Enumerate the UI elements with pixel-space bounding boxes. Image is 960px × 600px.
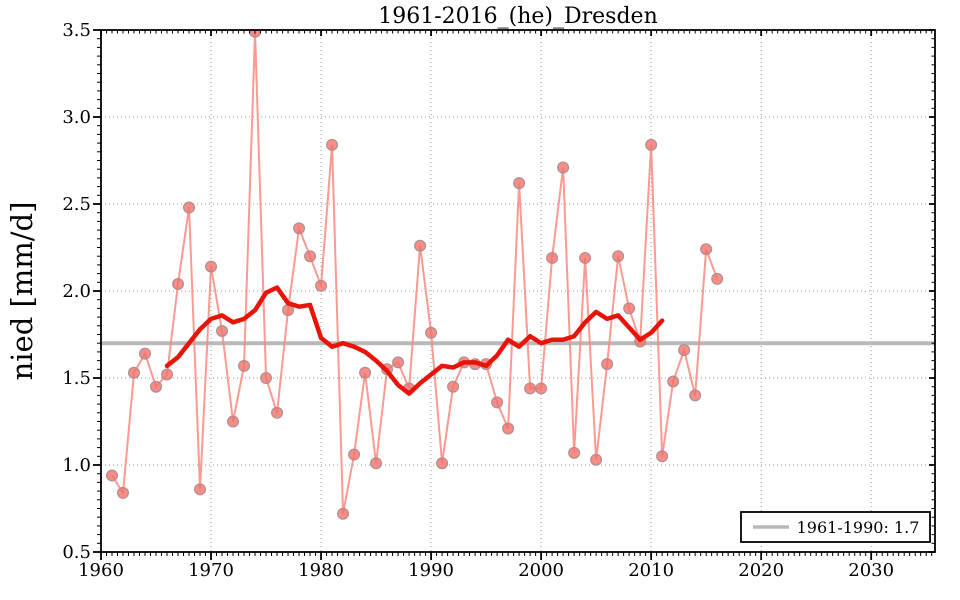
data-point-1965 — [150, 380, 163, 393]
data-point-1976 — [271, 406, 284, 419]
data-point-2003 — [568, 446, 581, 459]
data-point-1969 — [194, 483, 207, 496]
running-mean-line — [164, 285, 665, 396]
data-point-1967 — [172, 278, 185, 291]
data-point-2015 — [700, 243, 713, 256]
data-point-1996 — [491, 396, 504, 409]
x-tick-label-2030: 2030 — [848, 560, 894, 581]
tick-labels: 1960 1970 1980 1990 2000 2010 2020 2030 0.5 1.0 1.… — [62, 20, 894, 581]
data-point-1985 — [370, 457, 383, 470]
data-point-1999 — [524, 382, 537, 395]
data-point-1978 — [293, 222, 306, 235]
data-point-1973 — [238, 359, 251, 372]
x-tick-label-1960: 1960 — [78, 560, 124, 581]
data-point-2000 — [535, 382, 548, 395]
data-point-1982 — [337, 507, 350, 520]
data-point-2010 — [645, 138, 658, 151]
x-tick-label-2010: 2010 — [628, 560, 674, 581]
x-tick-label-1990: 1990 — [408, 560, 454, 581]
x-tick-label-1980: 1980 — [298, 560, 344, 581]
y-tick-label-1: 1.0 — [62, 455, 91, 476]
axes — [93, 29, 936, 560]
data-point-2011 — [656, 450, 669, 463]
data-point-1983 — [348, 448, 361, 461]
data-point-2008 — [623, 302, 636, 315]
data-point-2005 — [590, 453, 603, 466]
data-point-1987 — [392, 356, 405, 369]
data-point-2012 — [667, 375, 680, 388]
data-point-1972 — [227, 415, 240, 428]
data-point-1998 — [513, 177, 526, 190]
x-tick-label-2020: 2020 — [738, 560, 784, 581]
y-tick-label-0.5: 0.5 — [62, 542, 91, 563]
data-point-1981 — [326, 138, 339, 151]
annual-line — [111, 31, 719, 514]
data-point-1990 — [425, 326, 438, 339]
legend-label: 1961-1990: 1.7 — [797, 518, 920, 537]
x-tick-label-2000: 2000 — [518, 560, 564, 581]
data-point-1961 — [106, 469, 119, 482]
x-tick-label-1970: 1970 — [188, 560, 234, 581]
data-point-1975 — [260, 372, 273, 385]
data-point-1992 — [447, 380, 460, 393]
data-point-2001 — [546, 251, 559, 264]
data-point-1989 — [414, 239, 427, 252]
data-point-2016 — [711, 272, 724, 285]
data-point-1966 — [161, 368, 174, 381]
data-point-2004 — [579, 251, 592, 264]
data-point-1980 — [315, 279, 328, 292]
data-point-1963 — [128, 366, 141, 379]
data-point-1964 — [139, 347, 152, 360]
y-tick-label-3.5: 3.5 — [62, 20, 91, 41]
y-tick-label-3: 3.0 — [62, 107, 91, 128]
data-point-2013 — [678, 344, 691, 357]
data-point-1997 — [502, 422, 515, 435]
y-axis-label: nied [mm/d] — [5, 202, 39, 381]
y-tick-label-2.5: 2.5 — [62, 194, 91, 215]
data-point-1968 — [183, 201, 196, 214]
data-series — [101, 30, 935, 520]
legend: 1961-1990: 1.7 — [740, 511, 931, 543]
data-point-1971 — [216, 325, 229, 338]
data-point-1979 — [304, 250, 317, 263]
y-tick-label-1.5: 1.5 — [62, 368, 91, 389]
data-point-2014 — [689, 389, 702, 402]
data-point-1970 — [205, 260, 218, 273]
data-point-2007 — [612, 250, 625, 263]
data-point-1984 — [359, 366, 372, 379]
data-point-2006 — [601, 358, 614, 371]
data-point-1962 — [117, 486, 130, 499]
data-point-2002 — [557, 161, 570, 174]
gridlines — [101, 30, 935, 552]
data-point-1991 — [436, 457, 449, 470]
y-tick-label-2: 2.0 — [62, 281, 91, 302]
chart-title: 1961-2016_(he)_Dresden — [378, 4, 658, 29]
